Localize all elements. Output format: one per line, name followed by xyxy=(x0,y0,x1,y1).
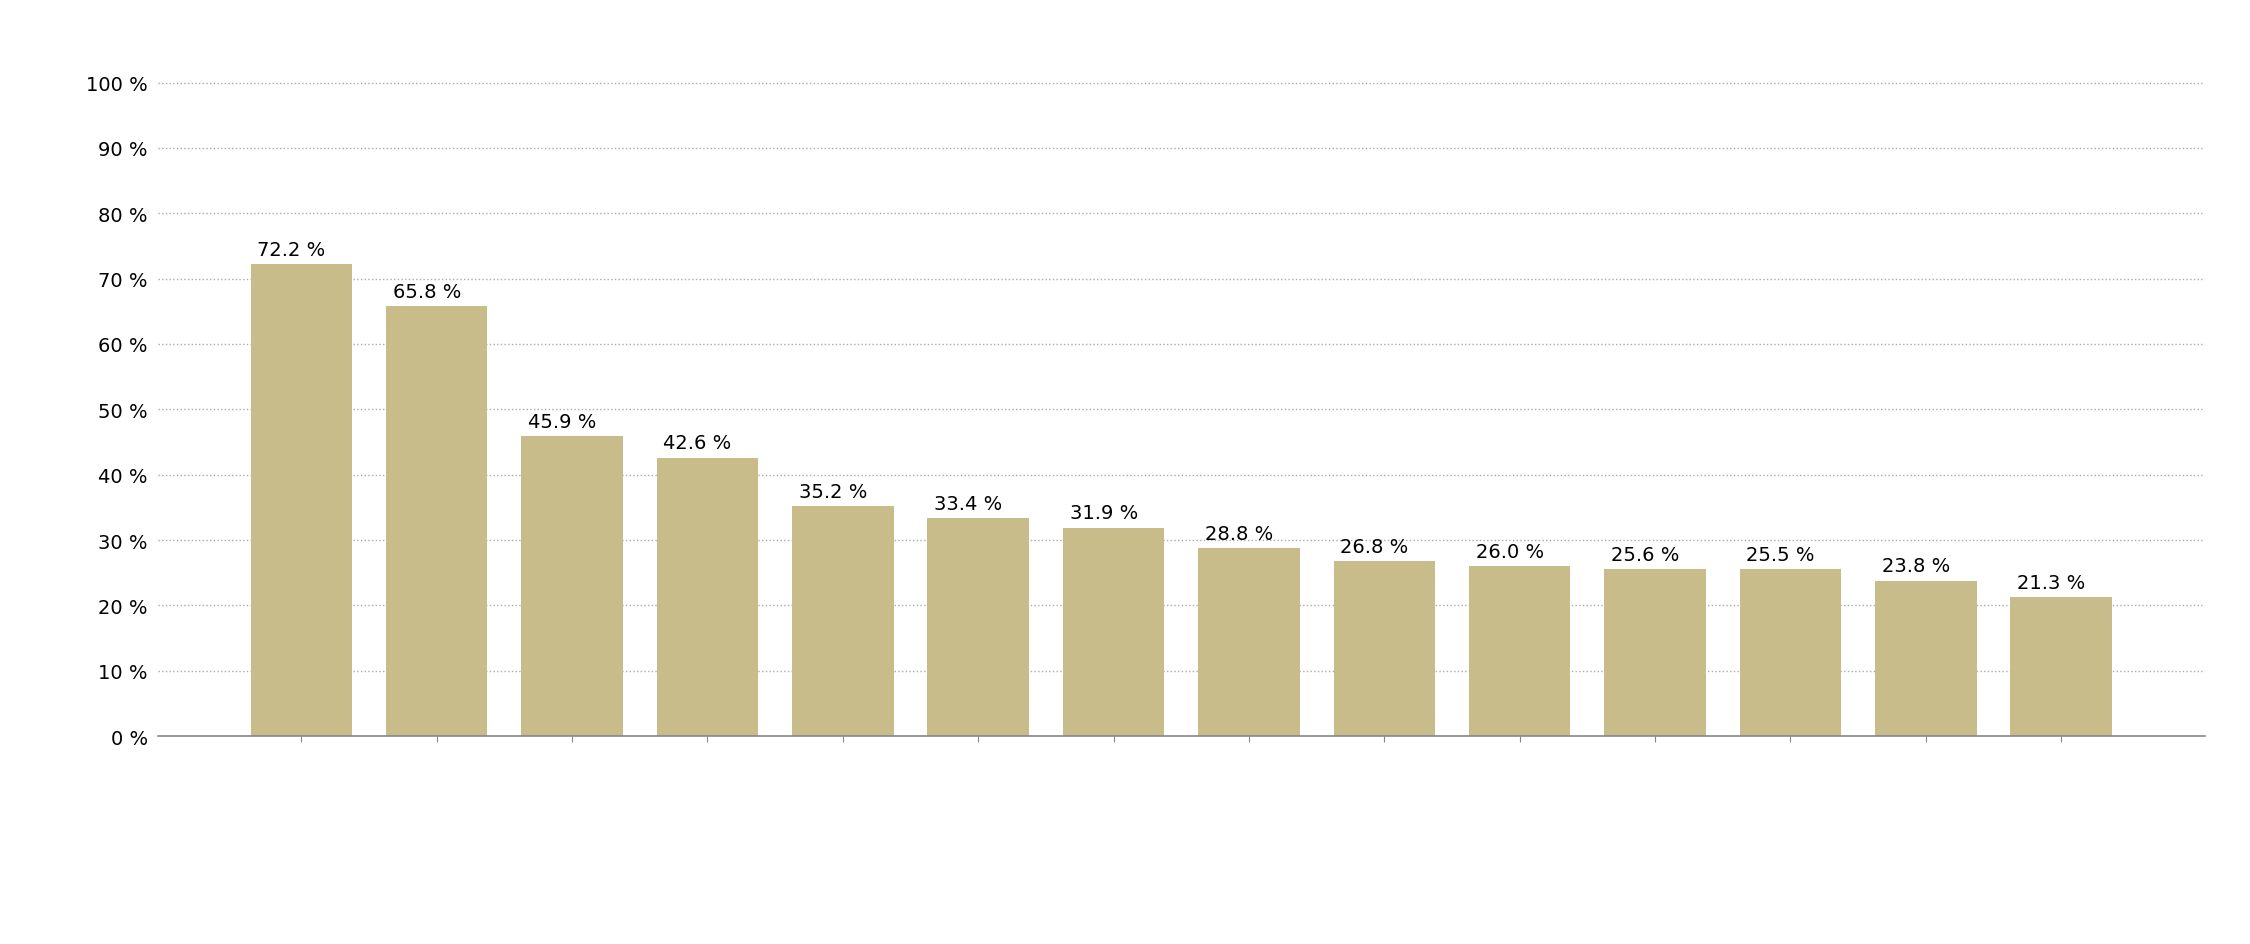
Text: 35.2 %: 35.2 % xyxy=(799,482,866,501)
Text: 26.0 %: 26.0 % xyxy=(1476,543,1544,562)
Text: 21.3 %: 21.3 % xyxy=(2018,573,2086,592)
Bar xyxy=(1604,569,1706,736)
Bar xyxy=(522,437,623,736)
Bar xyxy=(1469,566,1570,736)
Bar xyxy=(927,518,1028,736)
Text: 33.4 %: 33.4 % xyxy=(934,494,1004,513)
Text: 45.9 %: 45.9 % xyxy=(529,413,596,431)
Bar xyxy=(250,265,351,736)
Text: 28.8 %: 28.8 % xyxy=(1206,524,1273,543)
Text: 65.8 %: 65.8 % xyxy=(394,282,461,301)
Bar xyxy=(657,458,758,736)
Text: 25.6 %: 25.6 % xyxy=(1611,545,1678,564)
Text: 31.9 %: 31.9 % xyxy=(1069,504,1138,523)
Bar xyxy=(2012,598,2113,736)
Bar xyxy=(792,507,893,736)
Bar xyxy=(387,307,488,736)
Text: 25.5 %: 25.5 % xyxy=(1746,546,1816,565)
Text: 72.2 %: 72.2 % xyxy=(256,241,326,260)
Text: 26.8 %: 26.8 % xyxy=(1341,537,1408,556)
Bar xyxy=(1874,581,1976,736)
Bar xyxy=(1199,548,1300,736)
Bar xyxy=(1062,528,1163,736)
Bar xyxy=(1739,570,1840,736)
Text: 42.6 %: 42.6 % xyxy=(664,434,731,453)
Bar xyxy=(1334,562,1436,736)
Text: 23.8 %: 23.8 % xyxy=(1881,557,1951,576)
